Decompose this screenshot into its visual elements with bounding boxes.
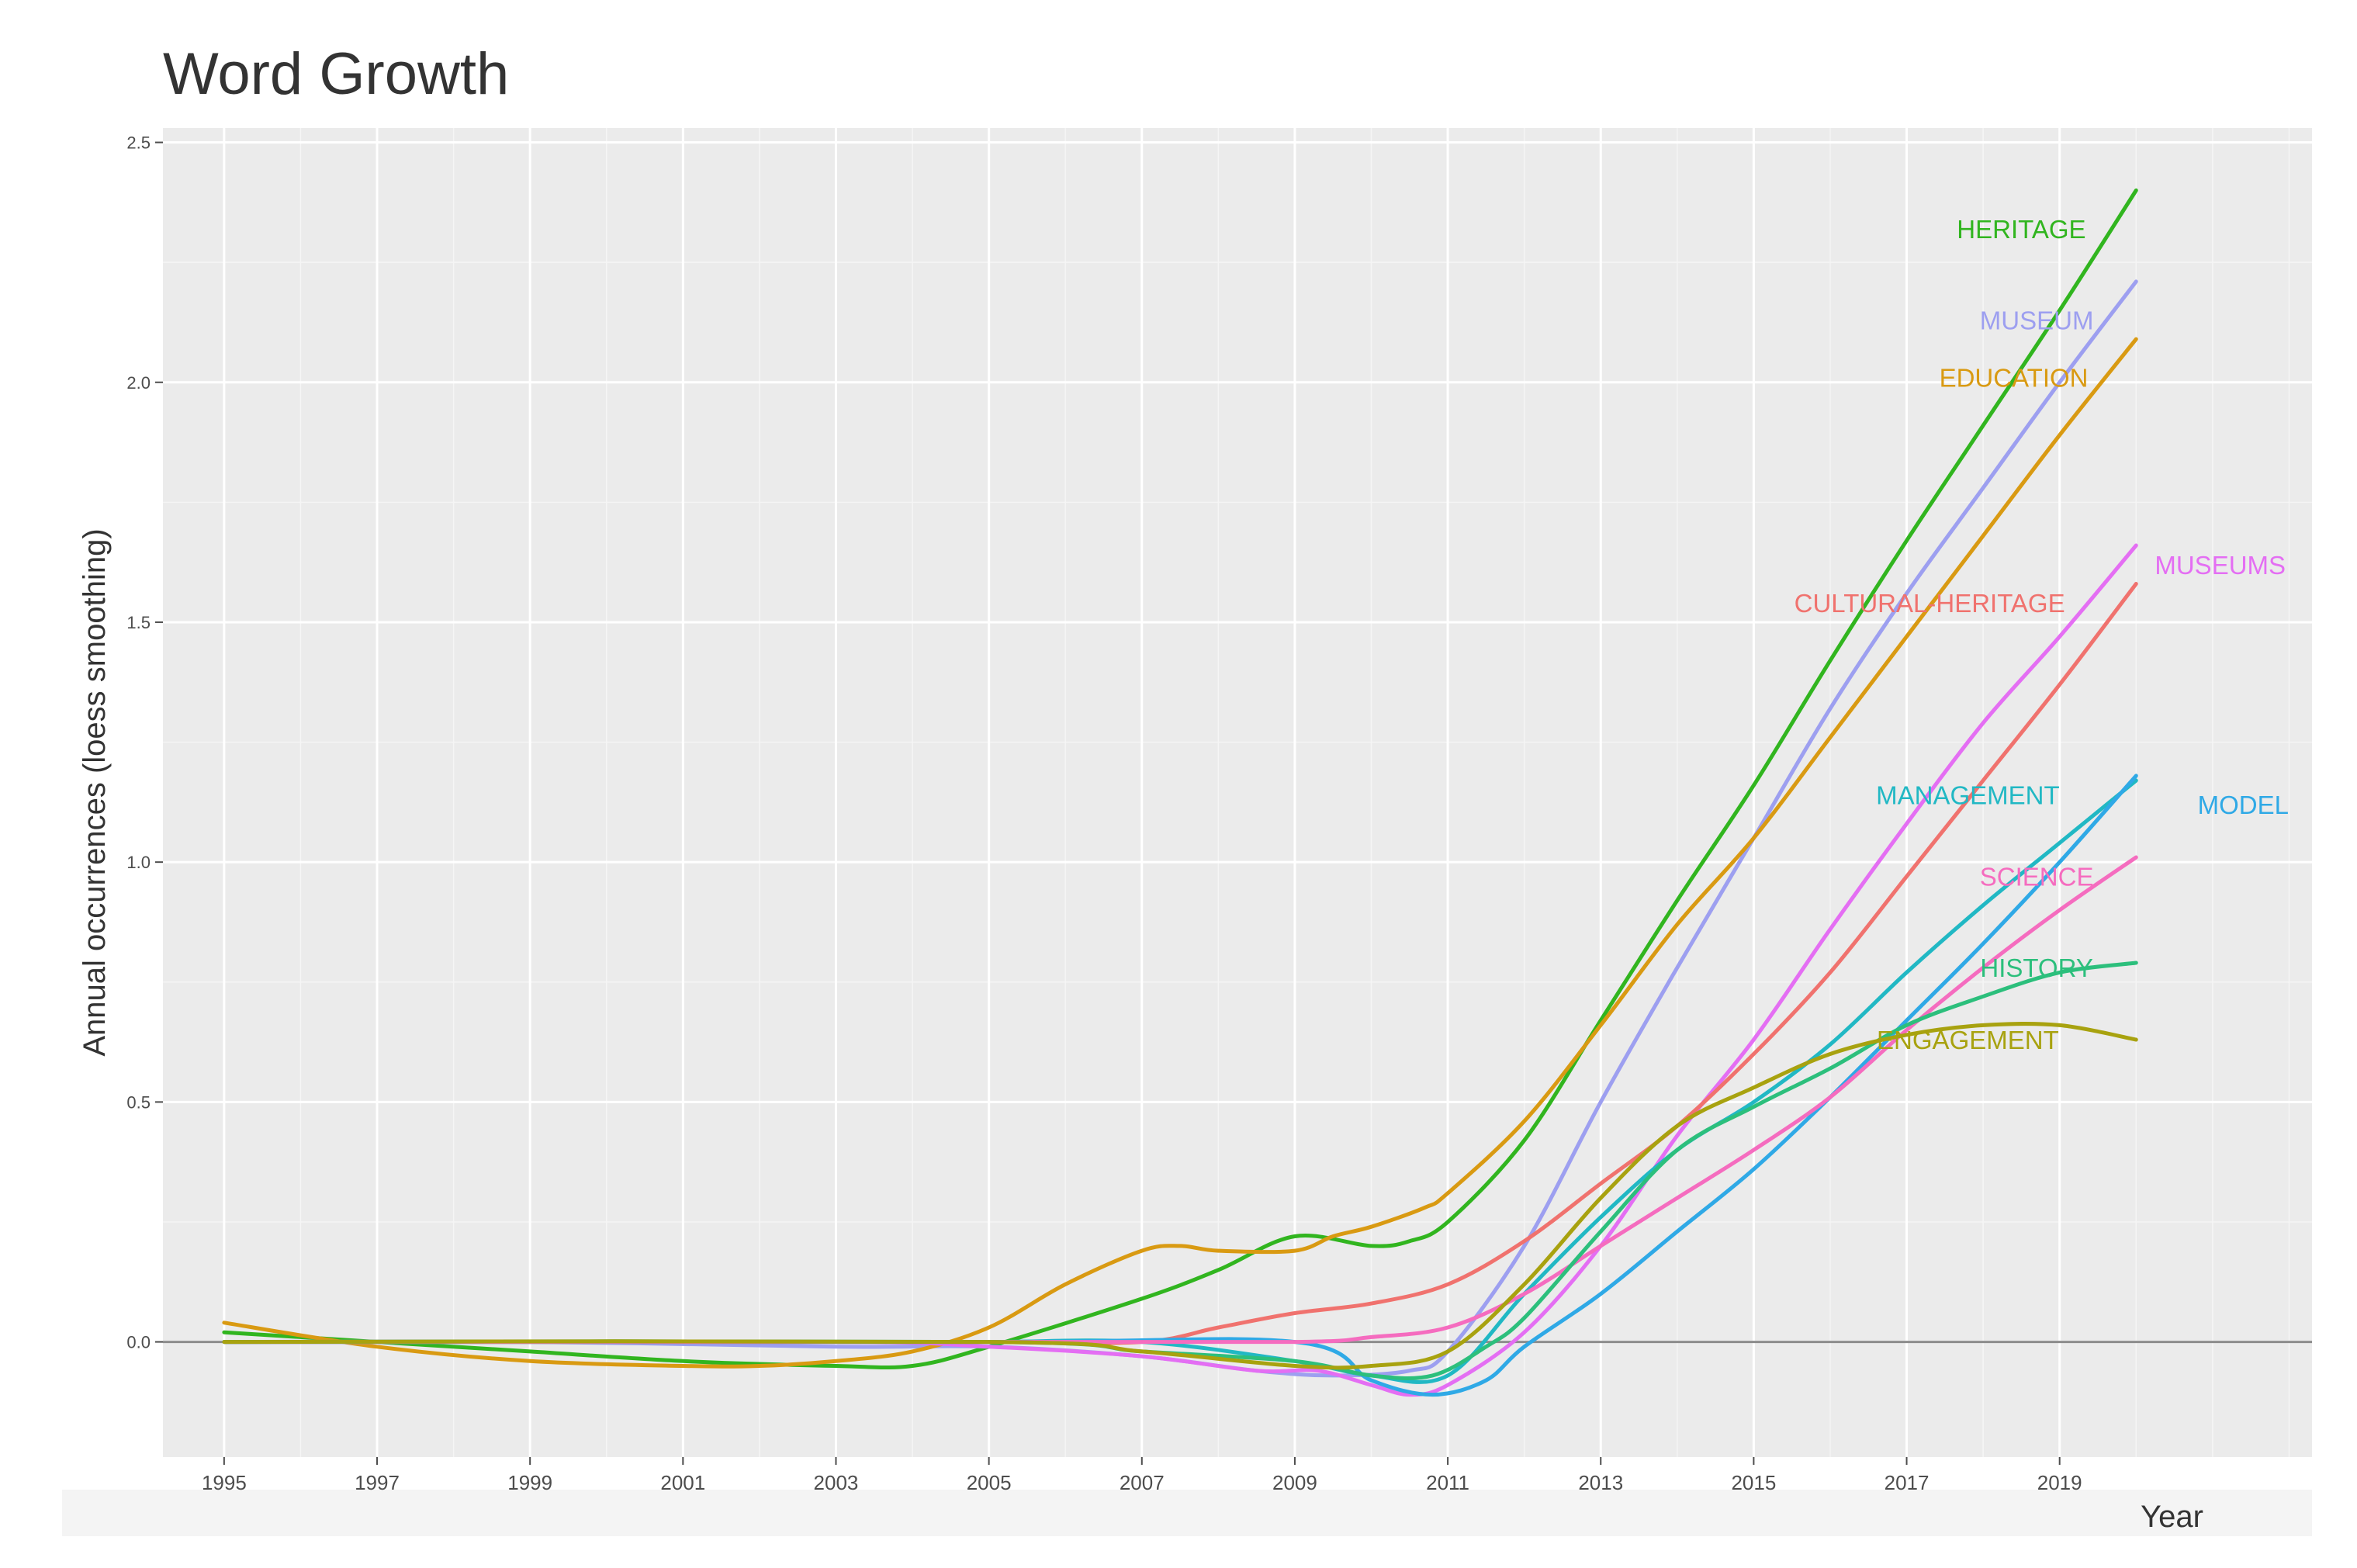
footer-band <box>62 1490 2312 1536</box>
series-line-engagement <box>222 1021 2138 1370</box>
series-line-education <box>222 337 2138 1369</box>
x-tick-label: 2013 <box>1578 1471 1623 1494</box>
minor-gridlines <box>163 128 2312 1457</box>
series-label-education: EDUCATION <box>1940 364 2089 393</box>
series-lines <box>222 188 2138 1397</box>
y-tick-label: 2.5 <box>126 133 151 153</box>
x-tick-label: 2019 <box>2037 1471 2082 1494</box>
series-line-museums <box>222 543 2138 1397</box>
x-tick-label: 2007 <box>1120 1471 1165 1494</box>
x-tick-label: 2017 <box>1885 1471 1930 1494</box>
x-tick-label: 2001 <box>660 1471 705 1494</box>
x-axis: 1995 1997 1999 2001 2003 2005 2007 2009 2011 2013… <box>202 1457 2082 1494</box>
x-tick-label: 1995 <box>202 1471 247 1494</box>
chart-title: Word Growth <box>163 41 510 107</box>
series-label-model: MODEL <box>2198 791 2289 819</box>
series-label-cultural-heritage: CULTURAL-HERITAGE <box>1795 589 2065 618</box>
series-line-heritage <box>222 188 2138 1370</box>
series-label-museum: MUSEUM <box>1980 306 2094 334</box>
y-axis-title: Annual occurrences (loess smoothing) <box>78 528 112 1056</box>
x-tick-label: 2015 <box>1731 1471 1776 1494</box>
y-tick-label: 0.5 <box>126 1092 151 1112</box>
x-tick-label: 1999 <box>507 1471 552 1494</box>
series-labels: HERITAGE MUSEUM EDUCATION MUSEUMS CULTURAL-H… <box>1795 215 2289 1054</box>
y-tick-label: 2.0 <box>126 373 151 393</box>
y-tick-label: 1.0 <box>126 853 151 872</box>
series-label-management: MANAGEMENT <box>1876 781 2060 810</box>
x-tick-label: 2009 <box>1272 1471 1317 1494</box>
plot-panel <box>163 128 2312 1457</box>
series-label-heritage: HERITAGE <box>1957 215 2085 244</box>
series-label-science: SCIENCE <box>1980 863 2094 891</box>
x-axis-title: Year <box>2141 1500 2203 1534</box>
series-label-history: HISTORY <box>1980 954 2093 982</box>
x-tick-label: 2005 <box>967 1471 1012 1494</box>
x-tick-label: 2003 <box>814 1471 859 1494</box>
y-tick-label: 1.5 <box>126 613 151 632</box>
y-tick-label: 0.0 <box>126 1333 151 1352</box>
x-tick-label: 1997 <box>355 1471 400 1494</box>
series-line-museum <box>222 279 2138 1378</box>
series-label-engagement: ENGAGEMENT <box>1877 1026 2059 1054</box>
x-tick-label: 2011 <box>1426 1471 1469 1494</box>
y-axis: 0.0 0.5 1.0 1.5 2.0 2.5 <box>126 133 163 1352</box>
series-label-museums: MUSEUMS <box>2155 551 2286 580</box>
